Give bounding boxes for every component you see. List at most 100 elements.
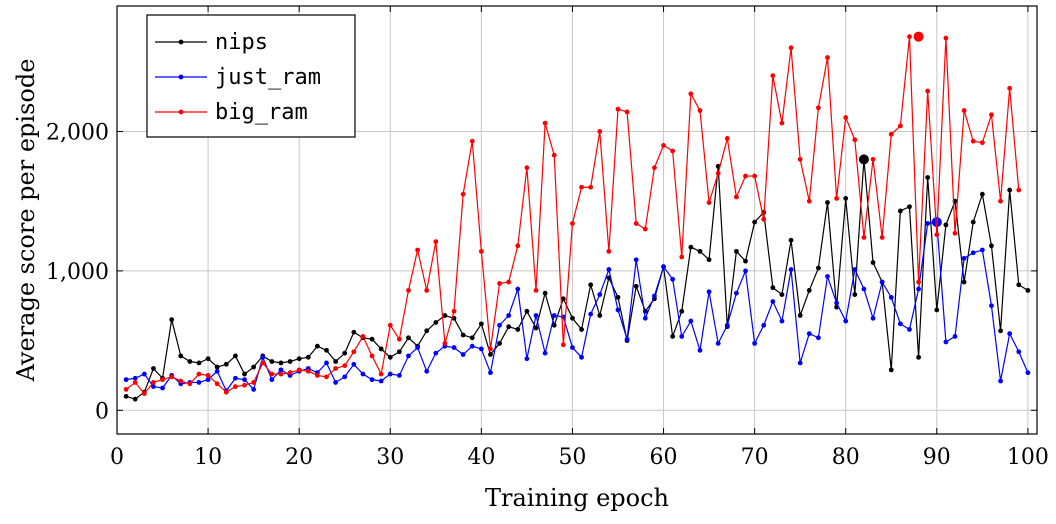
data-point [770, 285, 776, 291]
data-point [333, 366, 339, 371]
data-point [442, 340, 448, 346]
data-point [579, 327, 584, 332]
data-point [506, 279, 512, 285]
data-point [278, 371, 284, 377]
data-point [970, 250, 976, 256]
data-point [551, 152, 557, 158]
y-tick-label: 0 [95, 399, 109, 424]
data-point [679, 334, 685, 339]
data-point [825, 274, 830, 279]
data-point [387, 322, 393, 328]
data-point [360, 334, 366, 339]
data-point [879, 235, 885, 240]
data-point [287, 370, 293, 376]
data-point [952, 230, 958, 236]
legend-label: big_ram [215, 100, 308, 125]
data-point [970, 219, 976, 225]
data-point [633, 283, 639, 289]
data-point [378, 371, 384, 377]
data-point [387, 354, 393, 360]
data-point [989, 112, 994, 118]
data-point [460, 352, 466, 357]
data-point [679, 254, 685, 260]
data-point [515, 286, 521, 292]
data-point [242, 371, 247, 377]
data-point [752, 340, 758, 346]
data-point [907, 34, 912, 40]
data-point [542, 290, 548, 296]
data-point [633, 221, 639, 226]
data-point [497, 281, 502, 286]
data-point [743, 268, 748, 274]
data-point [497, 340, 502, 346]
data-point [524, 308, 530, 314]
data-point [588, 282, 594, 288]
data-point [1025, 370, 1031, 376]
data-point [989, 243, 994, 249]
data-point [469, 343, 475, 349]
data-point [588, 184, 594, 190]
data-point [642, 315, 648, 321]
data-point [515, 327, 521, 332]
data-point [132, 380, 138, 385]
data-point [560, 342, 566, 348]
data-point [187, 381, 193, 387]
data-point [169, 317, 175, 323]
data-point [324, 360, 329, 366]
data-point [615, 307, 621, 313]
data-point [305, 368, 311, 374]
data-point [670, 334, 676, 339]
data-point [351, 349, 357, 355]
legend-label: nips [215, 30, 268, 55]
data-point [998, 378, 1003, 384]
series-layer [123, 31, 1031, 402]
data-point [369, 377, 375, 383]
data-point [342, 363, 348, 369]
max-point-marker [858, 154, 869, 165]
data-point [679, 308, 685, 314]
data-point [533, 313, 539, 318]
data-point [989, 303, 994, 309]
data-point [132, 375, 138, 381]
data-point [151, 366, 156, 371]
x-tick-label: 30 [376, 445, 404, 470]
data-point [296, 367, 302, 373]
data-point [688, 318, 694, 324]
data-point [178, 378, 184, 384]
data-point [843, 195, 849, 201]
data-point [834, 300, 840, 306]
data-point [478, 346, 484, 352]
data-point [160, 377, 165, 383]
data-point [797, 313, 803, 318]
data-point [369, 336, 375, 342]
data-point [615, 106, 621, 112]
data-point [396, 349, 402, 355]
legend: nips just_ram big_ram [146, 14, 356, 138]
data-point [433, 320, 439, 325]
data-point [387, 371, 393, 377]
data-point [269, 371, 275, 377]
data-point [952, 334, 958, 339]
data-point [442, 313, 448, 318]
data-point [734, 248, 739, 254]
x-tick-label: 70 [741, 445, 769, 470]
data-point [378, 378, 384, 384]
data-point [670, 148, 676, 154]
data-point [916, 279, 921, 285]
data-point [260, 354, 266, 360]
data-point [897, 123, 903, 129]
data-point [888, 294, 894, 300]
data-point [715, 340, 721, 346]
data-point [907, 327, 912, 332]
data-point [888, 367, 894, 373]
data-point [934, 232, 940, 238]
data-point [1025, 288, 1031, 293]
data-point [998, 328, 1003, 334]
data-point [351, 329, 357, 335]
data-point [779, 318, 785, 324]
data-point [406, 288, 411, 293]
data-point [415, 247, 420, 253]
data-point [797, 156, 803, 162]
data-point [670, 276, 676, 282]
data-point [533, 288, 539, 293]
